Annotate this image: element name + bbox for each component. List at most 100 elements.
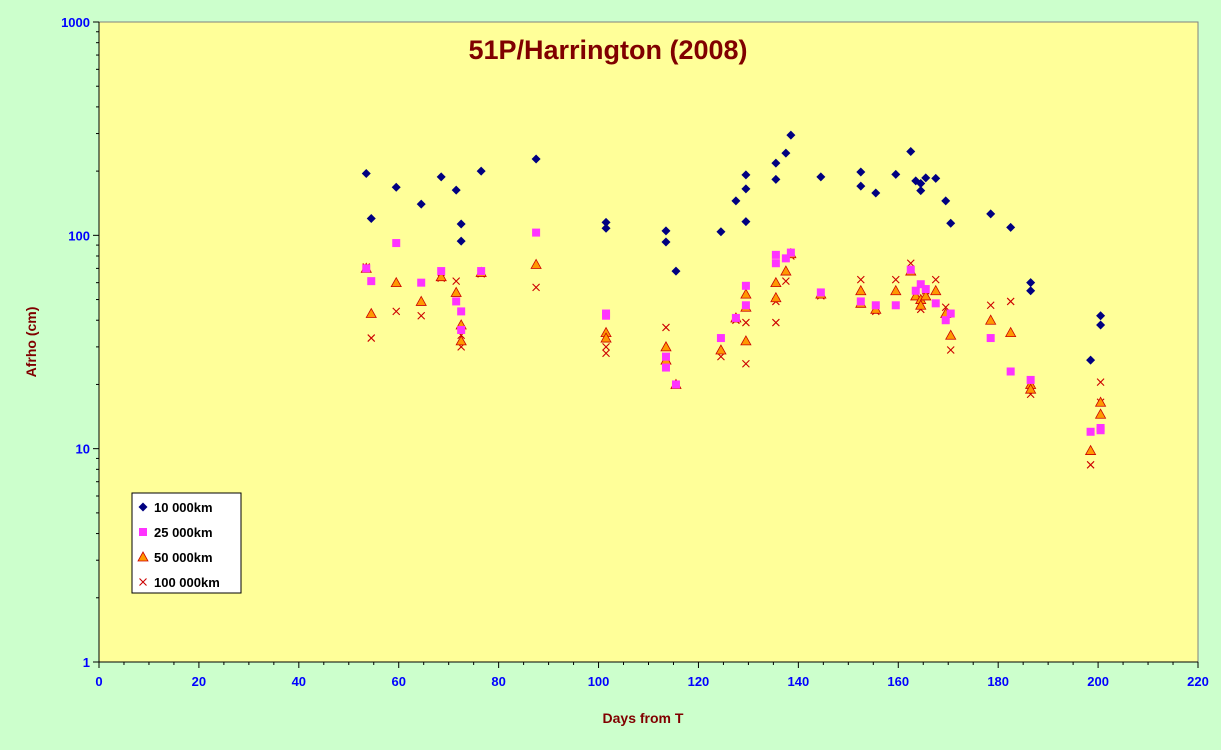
- data-point-100-000km: [417, 311, 426, 320]
- x-tick-label: 120: [688, 674, 710, 689]
- data-point-50-000km: [780, 265, 792, 276]
- data-point-25-000km: [771, 259, 780, 268]
- x-tick-label: 140: [788, 674, 810, 689]
- data-point-50-000km: [910, 290, 922, 301]
- y-tick-label: 100: [68, 228, 90, 243]
- data-point-50-000km: [920, 290, 932, 301]
- data-point-25-000km: [816, 288, 825, 297]
- x-tick-label: 20: [192, 674, 206, 689]
- legend-label: 10 000km: [154, 500, 213, 515]
- data-point-50-000km: [715, 344, 727, 355]
- y-axis-label: Afrho (cm): [23, 307, 39, 378]
- data-point-25-000km: [1096, 426, 1105, 435]
- data-points: [360, 130, 1107, 469]
- x-tick-label: 40: [292, 674, 306, 689]
- data-point-50-000km: [415, 295, 427, 306]
- data-point-10-000km: [856, 167, 866, 177]
- data-point-10-000km: [601, 223, 611, 233]
- data-point-25-000km: [731, 313, 740, 322]
- x-tick-label: 180: [987, 674, 1009, 689]
- data-point-10-000km: [741, 184, 751, 194]
- data-point-25-000km: [1006, 367, 1015, 376]
- x-axis-label: Days from T: [603, 710, 684, 726]
- x-tick-label: 220: [1187, 674, 1209, 689]
- legend-box: [131, 492, 242, 594]
- data-point-10-000km: [1026, 278, 1036, 288]
- legend: 10 000km 25 000km 50 000km 100 000km: [131, 492, 242, 594]
- data-point-100-000km: [452, 277, 461, 286]
- data-point-50-000km: [855, 284, 867, 296]
- data-point-10-000km: [671, 266, 681, 276]
- data-point-25-000km: [362, 264, 371, 273]
- data-point-25-000km: [602, 311, 611, 320]
- data-point-50-000km: [930, 284, 942, 296]
- data-point-25-000km: [921, 285, 930, 294]
- data-point-25-000km: [946, 309, 955, 318]
- data-point-25-000km: [457, 325, 466, 334]
- data-point-10-000km: [476, 166, 486, 176]
- data-point-100-000km: [781, 277, 790, 286]
- data-point-10-000km: [986, 209, 996, 219]
- data-point-50-000km: [450, 286, 462, 297]
- data-point-10-000km: [931, 173, 941, 183]
- data-point-50-000km: [915, 299, 927, 310]
- data-point-100-000km: [931, 275, 940, 284]
- data-point-50-000km: [1004, 326, 1017, 337]
- data-point-50-000km: [530, 258, 542, 269]
- data-point-10-000km: [1096, 320, 1106, 330]
- data-point-50-000km: [770, 291, 782, 303]
- legend-marker: [139, 578, 147, 586]
- data-point-10-000km: [891, 169, 901, 179]
- data-point-50-000km: [1094, 396, 1107, 407]
- data-point-25-000km: [661, 363, 670, 372]
- data-point-100-000km: [856, 275, 865, 284]
- legend-label: 100 000km: [154, 575, 220, 590]
- data-point-25-000km: [741, 281, 750, 290]
- data-point-10-000km: [456, 219, 466, 229]
- data-point-50-000km: [740, 335, 752, 346]
- legend-marker: [139, 528, 147, 536]
- data-point-25-000km: [716, 334, 725, 343]
- plot-area: [98, 21, 1199, 663]
- data-point-10-000km: [451, 185, 461, 195]
- data-point-10-000km: [916, 186, 926, 196]
- data-point-50-000km: [740, 288, 752, 299]
- data-point-25-000km: [871, 301, 880, 310]
- data-point-25-000km: [916, 280, 925, 289]
- data-point-50-000km: [890, 284, 902, 296]
- data-point-100-000km: [1006, 297, 1015, 306]
- data-point-25-000km: [437, 267, 446, 276]
- data-point-10-000km: [786, 130, 796, 140]
- data-point-10-000km: [741, 217, 751, 227]
- legend-label: 25 000km: [154, 525, 213, 540]
- data-point-100-000km: [532, 283, 540, 292]
- data-point-10-000km: [771, 158, 781, 168]
- data-point-10-000km: [1026, 286, 1036, 296]
- data-point-100-000km: [602, 342, 610, 351]
- data-point-100-000km: [392, 307, 401, 316]
- data-point-50-000km: [1094, 408, 1107, 419]
- y-tick-label: 10: [76, 442, 90, 457]
- data-point-10-000km: [771, 174, 781, 184]
- data-point-10-000km: [436, 172, 446, 182]
- data-point-25-000km: [367, 277, 376, 286]
- y-tick-label: 1: [83, 655, 90, 670]
- data-point-100-000km: [986, 301, 995, 310]
- data-point-25-000km: [891, 301, 900, 310]
- data-point-25-000km: [457, 307, 466, 316]
- data-point-25-000km: [741, 301, 750, 310]
- data-point-100-000km: [1096, 378, 1105, 387]
- data-point-100-000km: [662, 323, 670, 332]
- data-point-50-000km: [435, 270, 447, 282]
- data-point-10-000km: [941, 196, 951, 206]
- data-point-25-000km: [1026, 375, 1035, 384]
- data-point-10-000km: [1096, 311, 1106, 321]
- data-point-100-000km: [946, 346, 955, 354]
- data-point-10-000km: [531, 154, 541, 164]
- data-point-25-000km: [906, 265, 915, 274]
- legend-marker: [137, 551, 149, 562]
- data-point-10-000km: [731, 196, 741, 206]
- data-point-25-000km: [781, 254, 790, 263]
- data-point-50-000km: [455, 335, 467, 346]
